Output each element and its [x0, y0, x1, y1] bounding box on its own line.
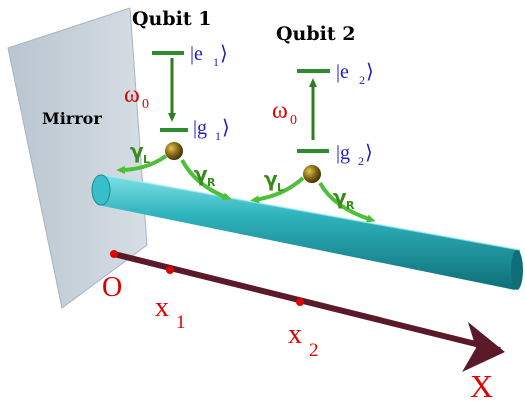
qubit-2-title: Qubit 2 — [276, 23, 355, 45]
qubit-1-atom — [165, 142, 183, 160]
qubit-2-frequency: ω 0 — [272, 98, 297, 128]
svg-text:x: x — [288, 319, 302, 350]
svg-text:γ: γ — [264, 167, 278, 191]
svg-text:L: L — [143, 153, 150, 166]
qubit-1-left-emission-arrow — [116, 154, 168, 174]
mirror-plane — [7, 7, 148, 309]
svg-text:γ: γ — [333, 185, 347, 209]
x2-point — [296, 298, 304, 306]
svg-text:|g: |g — [336, 142, 350, 164]
svg-text:⟩: ⟩ — [365, 142, 373, 164]
svg-text:|e: |e — [190, 43, 203, 65]
svg-text:γ: γ — [130, 139, 144, 163]
svg-text:⟩: ⟩ — [366, 61, 374, 83]
qubit-2-left-emission-arrow — [250, 176, 305, 204]
svg-text:R: R — [207, 176, 216, 189]
svg-text:2: 2 — [309, 340, 319, 361]
qubit-2-atom — [303, 165, 321, 183]
svg-text:|e: |e — [336, 61, 349, 83]
x2-label: x 2 — [288, 319, 319, 361]
qubit-1-frequency: ω 0 — [124, 82, 149, 112]
x1-label: x 1 — [155, 292, 186, 333]
mirror-label: Mirror — [42, 109, 102, 128]
qubit-1-excited-ket: |e 1 ⟩ — [190, 43, 228, 69]
qubit-1: Qubit 1 |e 1 ⟩ |g 1 ⟩ ω 0 γ L γ R — [116, 8, 232, 200]
svg-text:γ: γ — [194, 162, 208, 186]
svg-text:x: x — [155, 292, 169, 323]
svg-text:1: 1 — [215, 129, 221, 143]
x1-point — [166, 266, 174, 274]
waveguide — [91, 174, 523, 290]
svg-text:ω: ω — [272, 98, 288, 124]
qubit-2-excited-ket: |e 2 ⟩ — [336, 61, 374, 87]
svg-text:1: 1 — [213, 55, 219, 69]
svg-text:2: 2 — [359, 73, 365, 87]
qubit-2-gamma-left: γ L — [264, 167, 284, 194]
qubit-1-ground-ket: |g 1 ⟩ — [193, 117, 230, 143]
svg-text:0: 0 — [290, 113, 297, 128]
svg-text:⟩: ⟩ — [220, 43, 228, 65]
qubit-2: Qubit 2 |e 2 ⟩ |g 2 ⟩ ω 0 γ L γ R — [250, 23, 376, 223]
position-axis — [110, 250, 505, 372]
svg-text:0: 0 — [142, 97, 149, 112]
qubit-2-gamma-right: γ R — [333, 185, 355, 212]
qubit-1-title: Qubit 1 — [132, 8, 211, 30]
svg-text:⟩: ⟩ — [222, 117, 230, 139]
qubit-1-gamma-right: γ R — [194, 162, 216, 189]
svg-text:L: L — [277, 181, 284, 194]
origin-label: O — [102, 272, 122, 303]
qubit-2-right-emission-arrow — [318, 181, 376, 223]
qubit-1-right-emission-arrow — [180, 159, 232, 200]
svg-text:R: R — [346, 199, 355, 212]
svg-text:2: 2 — [358, 154, 364, 168]
svg-text:ω: ω — [124, 82, 140, 108]
origin-point — [110, 250, 118, 258]
svg-text:|g: |g — [193, 117, 207, 139]
axis-end-label: X — [470, 368, 493, 404]
qubit-1-gamma-left: γ L — [130, 139, 150, 166]
svg-text:1: 1 — [176, 312, 186, 333]
qubit-2-ground-ket: |g 2 ⟩ — [336, 142, 373, 168]
